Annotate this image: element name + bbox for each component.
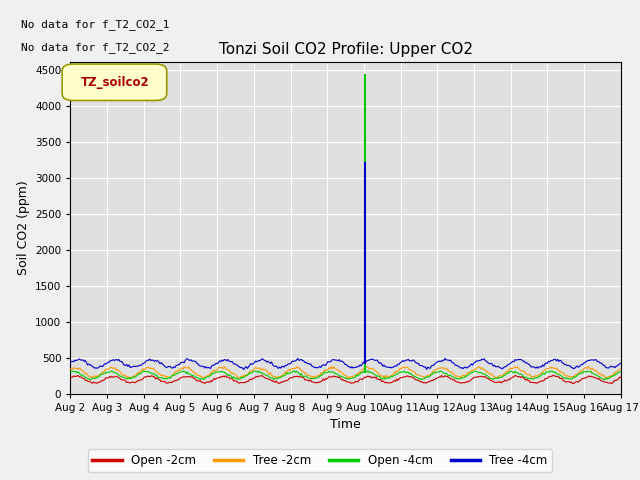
Y-axis label: Soil CO2 (ppm): Soil CO2 (ppm): [17, 180, 29, 276]
Title: Tonzi Soil CO2 Profile: Upper CO2: Tonzi Soil CO2 Profile: Upper CO2: [219, 42, 472, 57]
Text: No data for f_T2_CO2_2: No data for f_T2_CO2_2: [21, 43, 170, 53]
Text: TZ_soilco2: TZ_soilco2: [81, 76, 150, 89]
X-axis label: Time: Time: [330, 418, 361, 431]
Legend: Open -2cm, Tree -2cm, Open -4cm, Tree -4cm: Open -2cm, Tree -2cm, Open -4cm, Tree -4…: [88, 449, 552, 472]
Text: No data for f_T2_CO2_1: No data for f_T2_CO2_1: [21, 19, 170, 30]
FancyBboxPatch shape: [62, 64, 166, 100]
